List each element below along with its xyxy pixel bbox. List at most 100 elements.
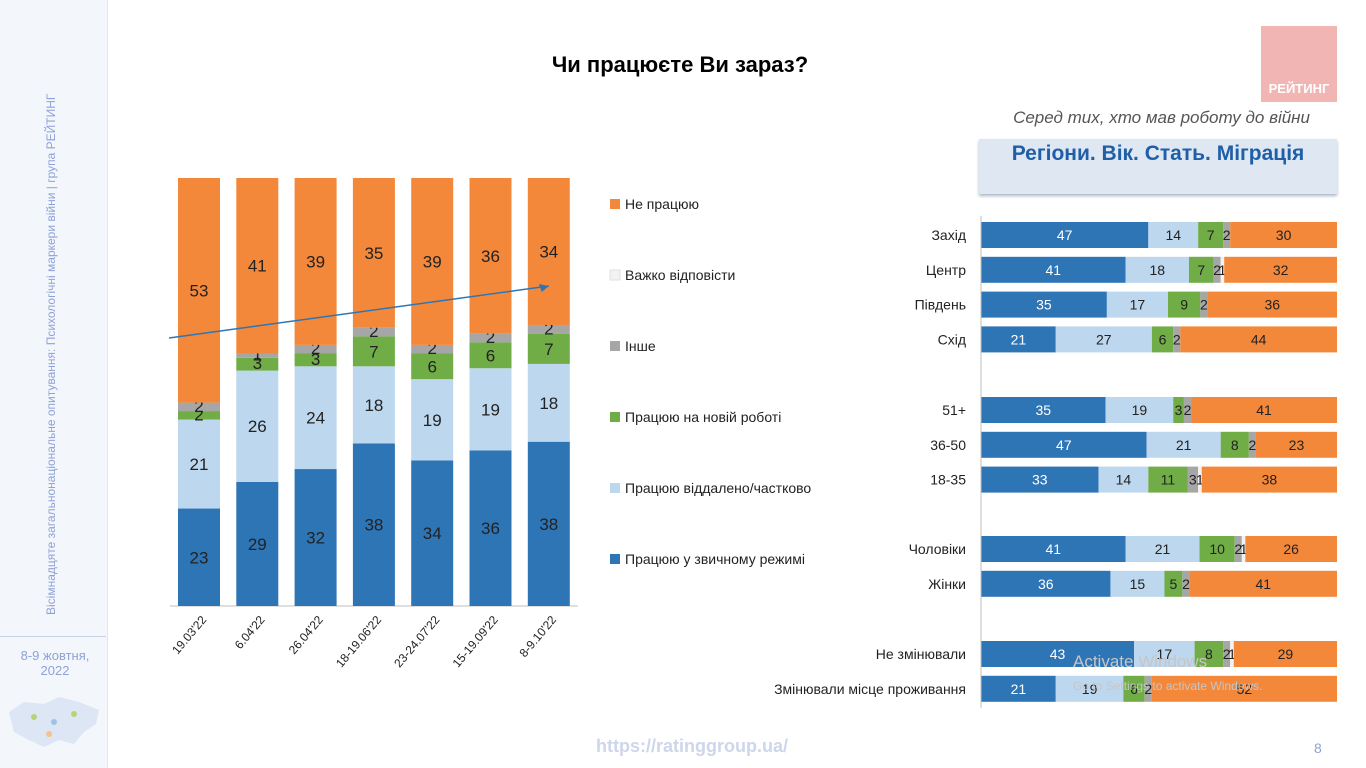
data-label: 9 [1180,297,1188,313]
bar-segment [1105,397,1174,423]
data-label: 36 [1038,576,1054,592]
bar-segment [1123,675,1145,702]
data-label: 29 [248,535,267,554]
bar-segment [178,411,220,420]
bar-segment [411,344,454,354]
row-label: Чоловіки [909,541,966,557]
bar-segment [981,466,1099,493]
legend-label: Важко відповісти [625,267,735,283]
legend-swatch [609,269,621,281]
bar-segment [981,570,1111,597]
bar-segment [236,357,279,371]
row-label: 36-50 [930,437,966,453]
data-label: 2 [1200,297,1208,313]
bar-segment [411,353,454,380]
bar-segment [352,178,395,328]
bar-segment [469,450,512,606]
data-label: 7 [1197,262,1205,278]
bar-segment [1106,291,1168,318]
bar-segment [981,222,1149,248]
x-tick-label: 18-19.06'22 [333,613,384,671]
bar-segment [1220,256,1225,283]
x-tick-label: 15-19.09'22 [450,613,501,671]
data-label: 18 [364,396,383,415]
bar-segment [527,363,570,442]
data-label: 11 [1161,472,1176,488]
subtitle: Серед тих, хто мав роботу до війни [1013,108,1310,127]
data-label: 2 [1173,331,1181,347]
data-label: 32 [1273,262,1289,278]
data-label: 27 [1096,331,1112,347]
survey-caption: Вісімнадцяте загальнонаціональне опитува… [44,93,58,615]
row-label: Змінювали місце проживання [774,681,966,697]
data-label: 30 [1276,227,1292,243]
data-label: 41 [1255,576,1271,592]
bar-segment [352,336,395,367]
bar-segment [1198,466,1202,493]
trend-stacked-bar-chart: 2321225319.03'22292631416.04'22322432392… [168,178,578,671]
data-label: 17 [1130,297,1146,313]
data-label: 2 [369,322,378,341]
bar-segment [469,342,512,369]
row-label: Схід [938,331,966,347]
data-label: 3 [1189,472,1197,488]
bar-segment [527,324,570,334]
bar-segment [1098,466,1149,493]
legend-swatch [610,483,620,493]
data-label: 7 [544,340,553,359]
data-label: 43 [1050,646,1066,662]
bar-segment [1248,431,1256,458]
data-label: 21 [1011,681,1027,697]
bar-segment [411,379,454,461]
data-label: 8 [1205,646,1213,662]
data-label: 7 [1207,227,1215,243]
data-label: 6 [486,346,495,365]
row-label: 18-35 [930,472,966,488]
data-label: 1 [253,346,262,365]
bar-segment [981,326,1056,353]
data-label: 34 [423,524,442,543]
bar-segment [1189,570,1337,597]
logo-text: РЕЙТИНГ [1268,81,1330,96]
section-heading: Регіони. Вік. Стать. Міграція [979,139,1337,194]
legend-label: Інше [625,338,656,354]
data-label: 5 [1169,576,1177,592]
bar-segment [1146,431,1221,458]
bar-segment [1182,570,1190,597]
data-label: 2 [311,339,320,358]
bar-segment [1180,326,1337,353]
bar-segment [178,402,220,412]
legend-label: Працюю на новій роботі [625,409,781,425]
data-label: 39 [423,252,442,271]
data-label: 41 [1045,262,1061,278]
bar-segment [1233,641,1337,667]
ukraine-map-icon [9,697,99,747]
x-tick-label: 19.03'22 [169,613,209,657]
trend-arrowhead [538,284,549,292]
bar-segment [294,344,337,354]
activate-watermark: Activate Windows [1073,652,1208,671]
data-label: 7 [369,342,378,361]
bar-segment [1230,222,1337,248]
row-label: Захід [931,227,966,243]
data-label: 39 [306,252,325,271]
page-title: Чи працюєте Ви зараз? [551,52,809,77]
data-label: 2 [194,405,203,424]
legend-swatch [610,341,620,351]
row-label: Південь [915,297,966,313]
data-label: 44 [1251,331,1267,347]
footer-url[interactable]: https://ratinggroup.ua/ [596,736,788,756]
bar-segment [178,508,220,606]
bar-segment [981,291,1107,318]
x-tick-label: 26.04'22 [286,613,326,657]
data-label: 1 [1219,262,1227,278]
bar-segment [236,370,279,482]
activate-watermark-hint: Go to Settings to activate Windows. [1073,679,1263,693]
bar-segment [1187,466,1199,493]
data-label: 18 [1149,262,1165,278]
data-label: 21 [1155,541,1171,557]
bar-segment [1223,641,1231,667]
bar-segment [294,178,337,345]
bar-segment [527,178,570,325]
